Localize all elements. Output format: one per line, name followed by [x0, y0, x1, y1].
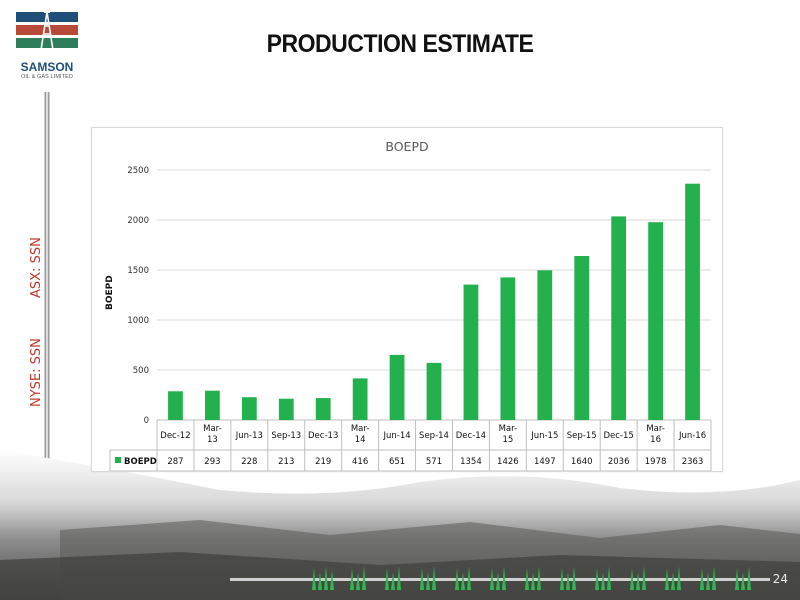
x-tick-label: 14 [355, 435, 366, 445]
bar [648, 222, 663, 420]
data-table-value: 293 [204, 457, 220, 467]
data-table-value: 287 [167, 457, 183, 467]
ground-decoration [0, 450, 800, 600]
bar [685, 183, 700, 420]
data-table-value: 219 [315, 457, 331, 467]
legend-label: BOEPD [124, 457, 157, 467]
y-axis-label: BOEPD [105, 275, 115, 310]
x-tick-label: Mar- [203, 424, 222, 434]
x-tick-label: 16 [650, 435, 661, 445]
y-tick-label: 2500 [127, 166, 149, 176]
x-tick-label: Mar- [499, 424, 518, 434]
data-table-value: 2036 [608, 457, 630, 467]
brand-name: SAMSON [20, 60, 74, 74]
slide-title: PRODUCTION ESTIMATE [266, 30, 534, 58]
y-tick-label: 500 [133, 366, 149, 376]
brand-subname: OIL & GAS LIMITED [21, 74, 73, 80]
page-number: 24 [772, 572, 788, 586]
asx-ticker: ASX: SSN [29, 237, 44, 298]
x-tick-label: Dec-14 [456, 431, 486, 441]
bar [426, 362, 442, 420]
data-table-value: 1640 [571, 457, 593, 467]
x-tick-label: Jun-15 [530, 431, 558, 441]
y-tick-label: 2000 [127, 216, 149, 226]
bar [574, 256, 590, 420]
x-tick-label: Sep-14 [419, 431, 449, 441]
data-table-value: 571 [426, 457, 442, 467]
x-tick-label: Mar- [351, 424, 370, 434]
x-tick-label: Jun-14 [382, 431, 410, 441]
company-logo: SAMSON OIL & GAS LIMITED [14, 10, 80, 88]
bar [241, 397, 257, 420]
data-table-value: 651 [389, 457, 405, 467]
data-table-value: 416 [352, 457, 368, 467]
logo-mark-icon [16, 10, 78, 51]
nyse-ticker: NYSE: SSN [29, 338, 44, 407]
y-tick-label: 1000 [127, 316, 149, 326]
chart-area: BOEPD BOEPD 0 500 1000 1500 2000 2500 BOEPD Dec… [91, 127, 723, 472]
x-tick-label: 15 [502, 435, 513, 445]
data-table-value: 213 [278, 457, 294, 467]
grass-decoration [312, 566, 751, 590]
y-tick-label: 0 [144, 416, 149, 426]
bar [278, 398, 294, 420]
bar [205, 390, 220, 420]
chart-title: BOEPD [385, 139, 429, 154]
x-tick-label: Sep-15 [567, 431, 597, 441]
x-tick-label: Sep-13 [271, 431, 301, 441]
x-tick-label: Jun-13 [235, 431, 263, 441]
data-table-value: 2363 [682, 457, 704, 467]
data-table-value: 1426 [497, 457, 519, 467]
data-table-value: 228 [241, 457, 257, 467]
legend-swatch [115, 457, 121, 463]
bar [352, 378, 368, 420]
x-tick-label: Dec-12 [160, 431, 190, 441]
data-table-value: 1978 [645, 457, 667, 467]
bar [168, 391, 183, 420]
bar-chart: 05001000150020002500BOEPDDec-12287Mar-13… [109, 166, 712, 472]
x-tick-label: Dec-15 [603, 431, 633, 441]
x-tick-label: Jun-16 [678, 431, 706, 441]
x-tick-label: Dec-13 [308, 431, 338, 441]
bar [537, 270, 553, 420]
bar [463, 284, 479, 420]
data-table-value: 1497 [534, 457, 556, 467]
x-tick-label: 13 [207, 435, 218, 445]
x-tick-label: Mar- [646, 424, 665, 434]
bar [389, 354, 405, 420]
bar [500, 277, 516, 420]
bar [315, 398, 331, 420]
bar [611, 216, 627, 420]
y-tick-label: 1500 [127, 266, 149, 276]
data-table-value: 1354 [460, 457, 482, 467]
